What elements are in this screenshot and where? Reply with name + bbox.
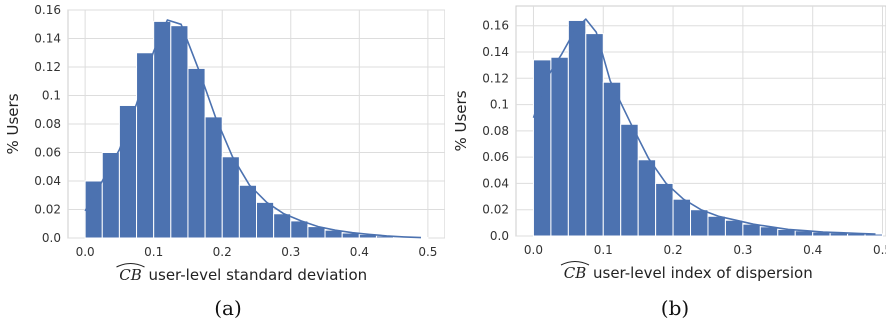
histogram-bar	[602, 81, 622, 237]
x-tick-label: 0.5	[418, 245, 437, 259]
chart-b-svg: 0.0 0.02 0.04 0.06 0.08 0.1 0.12 0.14 0.16 0.0 0.1…	[452, 5, 886, 282]
histogram-bar	[724, 219, 744, 237]
y-tick-label: 0.04	[34, 174, 61, 188]
y-tick-label: 0.12	[482, 71, 509, 85]
kde-line	[84, 19, 422, 239]
x-tick-label: 0.2	[664, 243, 683, 257]
histogram-bar	[136, 52, 155, 239]
y-tick-label: 0.02	[34, 203, 61, 217]
kde-line	[532, 18, 876, 235]
histogram-bar	[256, 201, 275, 239]
y-tick-label: 0.06	[482, 150, 509, 164]
hat-icon	[116, 263, 145, 268]
y-axis-label: % Users	[452, 90, 470, 151]
x-axis-label: CB user-level index of dispersion	[560, 261, 813, 282]
x-axis-label-text: user-level index of dispersion	[593, 264, 813, 282]
x-axis-label: CB user-level standard deviation	[116, 263, 368, 284]
histogram-bar	[170, 25, 189, 239]
x-tick-label: 0.4	[350, 245, 369, 259]
histogram-bar	[567, 19, 587, 237]
histogram-bar	[707, 215, 726, 237]
x-tick-label: 0.3	[281, 245, 300, 259]
x-tick-label: 0.2	[213, 245, 232, 259]
x-tick-label: 0.4	[803, 243, 822, 257]
x-tick-label: 0.3	[733, 243, 752, 257]
x-tick-label: 0.1	[594, 243, 613, 257]
y-tick-label: 0.08	[482, 124, 509, 138]
y-tick-label: 0.12	[34, 60, 61, 74]
histogram-bar	[532, 59, 552, 237]
y-tick-label: 0.1	[490, 98, 509, 112]
x-axis-label-prefix: CB	[119, 266, 142, 284]
histogram-bar	[153, 20, 172, 239]
histogram-bar	[550, 56, 569, 237]
y-tick-label: 0.0	[490, 229, 509, 243]
histogram-bar	[290, 220, 309, 239]
histogram-bar	[187, 67, 206, 239]
x-axis-label-text: user-level standard deviation	[149, 266, 368, 284]
y-tick-label: 0.08	[34, 117, 61, 131]
histogram-bar	[238, 184, 257, 239]
histogram-bar	[672, 198, 692, 237]
y-tick-label: 0.04	[482, 176, 509, 190]
histogram-bar	[84, 180, 103, 239]
y-tick-label: 0.16	[482, 19, 509, 33]
histogram-bar	[742, 223, 761, 237]
x-tick-label: 0.0	[76, 245, 95, 259]
hat-icon	[560, 261, 590, 266]
y-tick-label: 0.02	[482, 203, 509, 217]
chart-panel-a: 0.0 0.02 0.04 0.06 0.08 0.1 0.12 0.14 0.16 0.0 0.1…	[4, 3, 445, 284]
y-tick-label: 0.16	[34, 3, 61, 17]
x-axis-label-prefix: CB	[564, 264, 587, 282]
histogram-bar	[585, 33, 604, 237]
histogram-bar	[204, 116, 223, 239]
histogram-bar	[690, 209, 709, 237]
chart-panel-b: 0.0 0.02 0.04 0.06 0.08 0.1 0.12 0.14 0.16 0.0 0.1…	[445, 0, 886, 328]
histogram-bar	[637, 159, 657, 237]
x-tick-label: 0.0	[524, 243, 543, 257]
histogram-bar	[655, 182, 674, 237]
y-tick-label: 0.14	[482, 45, 509, 59]
caption-b: (b)	[660, 296, 690, 320]
x-tick-label: 0.5	[873, 243, 886, 257]
histogram-bar	[221, 156, 240, 239]
y-tick-label: 0.1	[42, 89, 61, 103]
histogram-bar	[620, 123, 639, 237]
y-axis-label: % Users	[4, 93, 22, 154]
histogram-bar	[273, 213, 292, 239]
y-tick-label: 0.0	[42, 231, 61, 245]
chart-a-svg: 0.0 0.02 0.04 0.06 0.08 0.1 0.12 0.14 0.16 0.0 0.1…	[4, 3, 445, 284]
y-tick-label: 0.06	[34, 146, 61, 160]
x-tick-label: 0.1	[144, 245, 163, 259]
y-tick-label: 0.14	[34, 32, 61, 46]
caption-a: (a)	[214, 296, 242, 320]
